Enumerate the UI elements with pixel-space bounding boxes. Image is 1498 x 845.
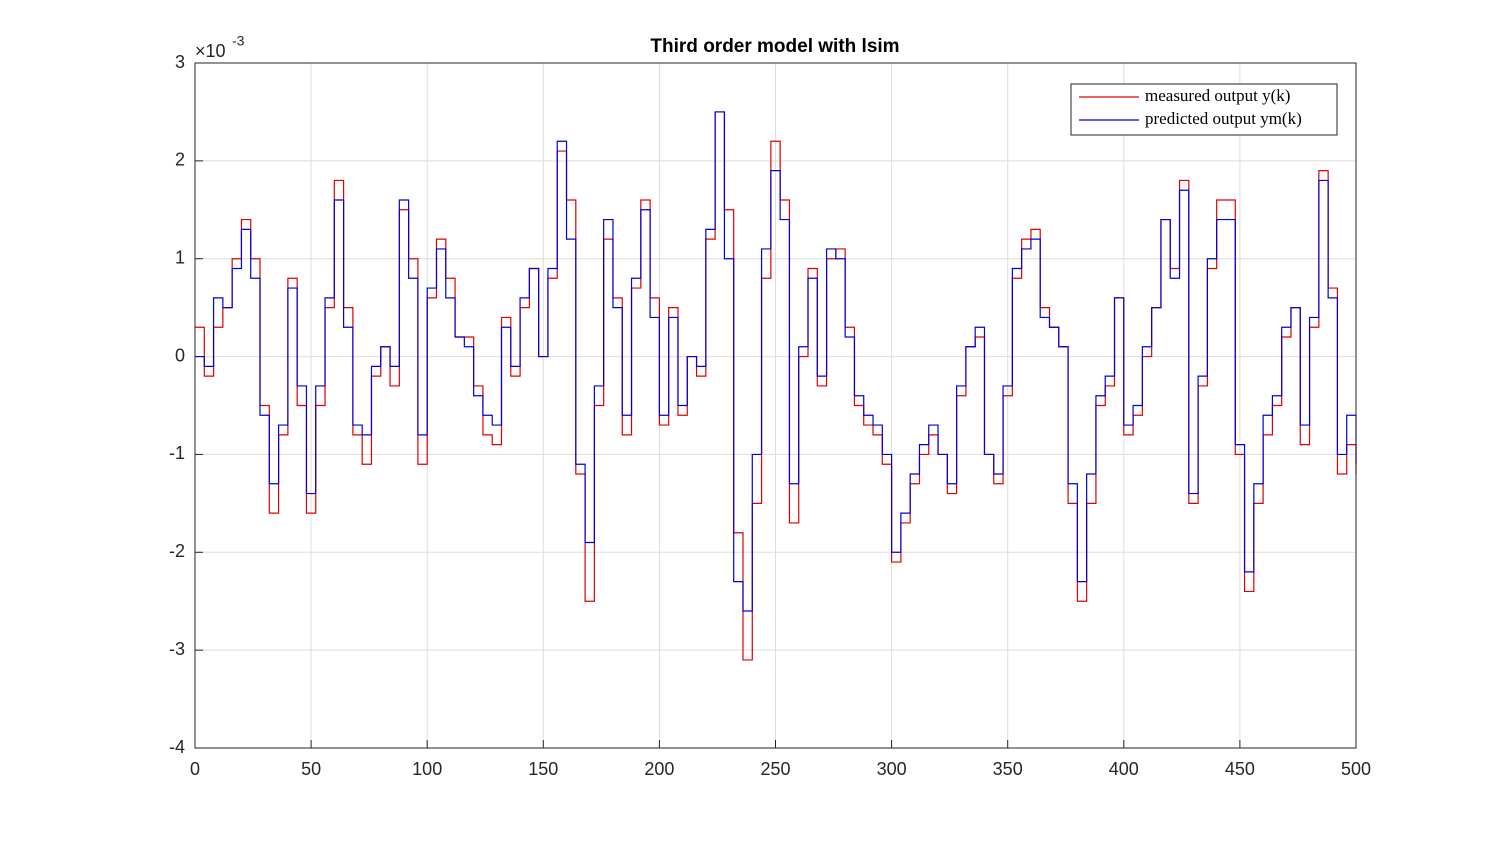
legend-label: predicted output ym(k) xyxy=(1145,109,1302,128)
x-tick-label: 400 xyxy=(1109,759,1139,779)
y-tick-label: 1 xyxy=(175,247,185,267)
y-tick-label: -2 xyxy=(169,541,185,561)
x-tick-label: 100 xyxy=(412,759,442,779)
y-tick-label: 0 xyxy=(175,345,185,365)
x-tick-label: 500 xyxy=(1341,759,1371,779)
plot-frame xyxy=(194,62,1357,749)
y-tick-label: -1 xyxy=(169,443,185,463)
x-tick-label: 200 xyxy=(644,759,674,779)
x-tick-label: 250 xyxy=(760,759,790,779)
x-tick-label: 150 xyxy=(528,759,558,779)
x-tick-label: 50 xyxy=(301,759,321,779)
x-tick-label: 350 xyxy=(993,759,1023,779)
legend-box xyxy=(1070,83,1338,136)
x-tick-label: 450 xyxy=(1225,759,1255,779)
legend-label: measured output y(k) xyxy=(1145,86,1290,105)
y-multiplier: ×10 xyxy=(195,41,226,61)
y-tick-label: -4 xyxy=(169,737,185,757)
chart-title: Third order model with lsim xyxy=(650,36,899,57)
y-tick-label: 3 xyxy=(175,52,185,72)
x-tick-label: 0 xyxy=(190,759,200,779)
x-tick-label: 300 xyxy=(877,759,907,779)
y-tick-label: 2 xyxy=(175,150,185,170)
series-line xyxy=(195,111,1357,612)
y-multiplier-exponent: -3 xyxy=(232,33,245,49)
y-tick-label: -3 xyxy=(169,639,185,659)
